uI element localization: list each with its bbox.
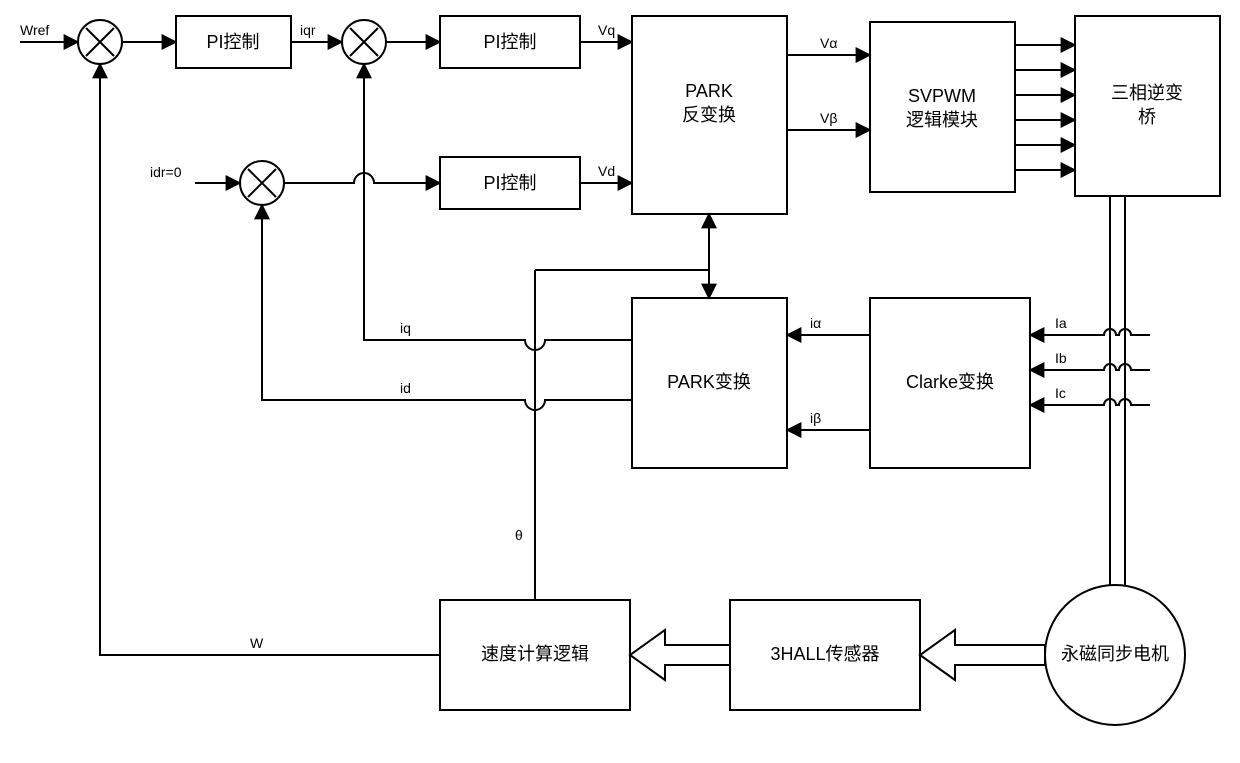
svg-text:永磁同步电机: 永磁同步电机 (1061, 644, 1169, 664)
label-iqr: iqr (300, 22, 316, 38)
summing-junction-1 (78, 20, 122, 64)
label-w: W (250, 635, 264, 651)
label-theta: θ (515, 527, 523, 543)
edge-ic (1030, 399, 1150, 405)
edge-ib (1030, 364, 1150, 370)
label-vq: Vq (598, 22, 615, 38)
label-valpha: Vα (820, 35, 837, 51)
svg-text:桥: 桥 (1138, 107, 1156, 127)
summing-junction-2 (342, 20, 386, 64)
svg-text:反变换: 反变换 (682, 105, 736, 125)
clarke-block: Clarke变换 (870, 298, 1030, 468)
edge-sum3-pi3 (284, 173, 440, 183)
edge-id (262, 205, 632, 410)
edge-ia (1030, 329, 1150, 335)
svg-text:PARK变换: PARK变换 (667, 372, 751, 392)
inverse-park-block: PARK 反变换 (632, 16, 787, 214)
block-arrow-motor-hall (920, 630, 1045, 680)
label-vbeta: Vβ (820, 110, 837, 126)
label-ibeta: iβ (810, 410, 821, 426)
label-wref: Wref (20, 22, 49, 38)
svg-text:PARK: PARK (685, 81, 733, 101)
hall-sensor-block: 3HALL传感器 (730, 600, 920, 710)
block-arrow-hall-speed (630, 630, 730, 680)
label-ib: Ib (1055, 350, 1067, 366)
pi-controller-2: PI控制 (440, 16, 580, 68)
svg-text:Clarke变换: Clarke变换 (906, 372, 994, 392)
inverter-block: 三相逆变 桥 (1075, 16, 1220, 196)
park-block: PARK变换 (632, 298, 787, 468)
speed-calc-block: 速度计算逻辑 (440, 600, 630, 710)
svg-text:PI控制: PI控制 (206, 32, 259, 52)
pi-controller-1: PI控制 (176, 16, 291, 68)
motor-block: 永磁同步电机 (1045, 585, 1185, 725)
svg-text:三相逆变: 三相逆变 (1111, 83, 1183, 103)
svg-text:逻辑模块: 逻辑模块 (906, 110, 978, 130)
svg-text:SVPWM: SVPWM (908, 86, 976, 106)
svg-text:PI控制: PI控制 (483, 173, 536, 193)
label-vd: Vd (598, 163, 615, 179)
svpwm-block: SVPWM 逻辑模块 (870, 22, 1015, 192)
edge-w-feedback (100, 64, 440, 655)
svg-text:PI控制: PI控制 (483, 32, 536, 52)
label-ic: Ic (1055, 385, 1066, 401)
label-ialpha: iα (810, 315, 821, 331)
svg-text:3HALL传感器: 3HALL传感器 (770, 644, 879, 664)
svg-text:速度计算逻辑: 速度计算逻辑 (481, 644, 589, 664)
pi-controller-3: PI控制 (440, 157, 580, 209)
label-iq: iq (400, 320, 411, 336)
label-idr: idr=0 (150, 164, 182, 180)
label-ia: Ia (1055, 315, 1067, 331)
summing-junction-3 (240, 161, 284, 205)
label-id: id (400, 380, 411, 396)
